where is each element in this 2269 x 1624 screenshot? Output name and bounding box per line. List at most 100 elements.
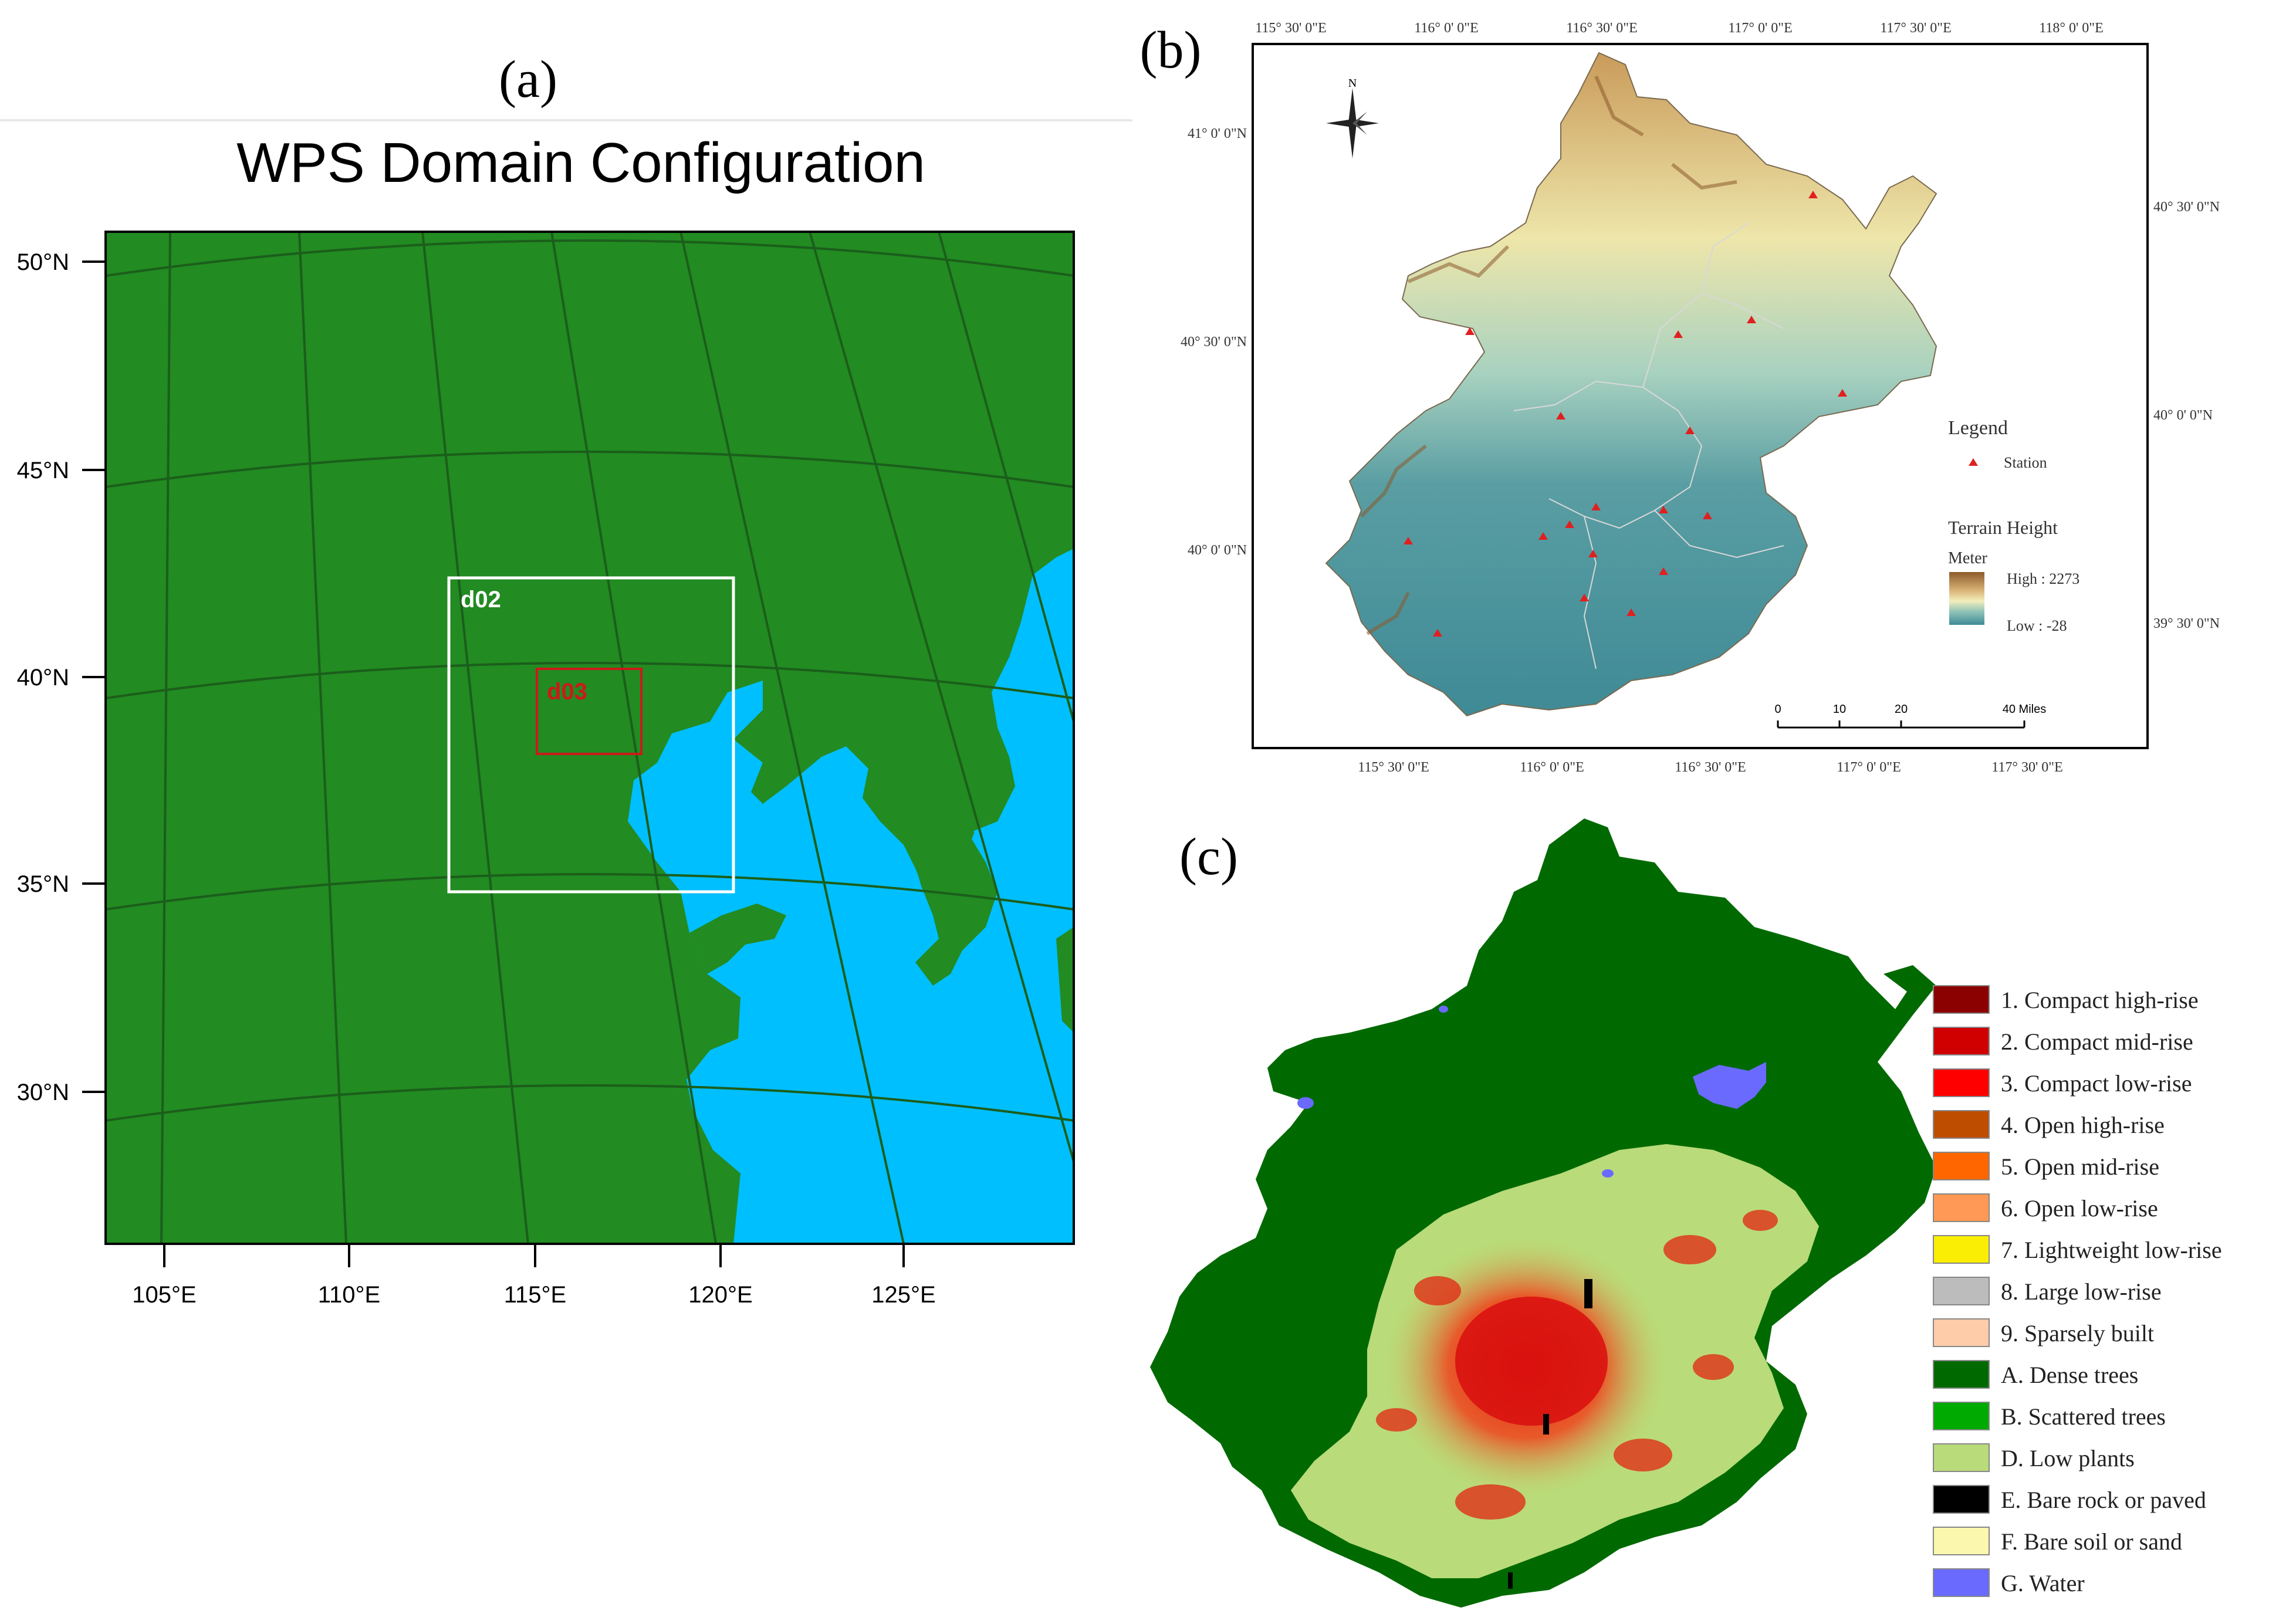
terrain-unit: Meter bbox=[1948, 549, 1988, 567]
station-legend-label: Station bbox=[2004, 454, 2047, 471]
lcz-label: 4. Open high-rise bbox=[2001, 1112, 2165, 1138]
station-marker bbox=[1556, 412, 1565, 419]
lcz-label: E. Bare rock or paved bbox=[2001, 1487, 2206, 1513]
lon-label: 110°E bbox=[318, 1282, 380, 1308]
station-marker bbox=[1703, 512, 1712, 519]
scale-tick: 20 bbox=[1895, 703, 1908, 716]
lat-label: 41° 0' 0"N bbox=[1188, 126, 1247, 141]
lon-label: 115° 30' 0"E bbox=[1358, 760, 1429, 775]
terrain-low-label: Low : -28 bbox=[2007, 617, 2067, 634]
lcz-label: 7. Lightweight low-rise bbox=[2001, 1237, 2222, 1263]
ocean-area bbox=[628, 549, 1074, 1244]
panel-a-title: WPS Domain Configuration bbox=[236, 131, 925, 194]
lcz-swatch bbox=[1933, 1193, 1990, 1222]
lcz-legend: 1. Compact high-rise 2. Compact mid-rise… bbox=[1933, 985, 2222, 1597]
station-marker bbox=[1591, 503, 1601, 510]
station-marker bbox=[1465, 327, 1475, 335]
station-marker bbox=[1588, 550, 1598, 557]
lcz-label: 1. Compact high-rise bbox=[2001, 987, 2199, 1013]
lcz-swatch bbox=[1933, 1152, 1990, 1180]
lon-label: 117° 30' 0"E bbox=[1880, 21, 1952, 36]
terrain-high-label: High : 2273 bbox=[2007, 570, 2079, 587]
lcz-label: F. Bare soil or sand bbox=[2001, 1528, 2182, 1555]
beijing-terrain-map bbox=[1325, 52, 1937, 717]
top-lon-axis: 115° 30' 0"E 116° 0' 0"E 116° 30' 0"E 11… bbox=[1255, 21, 2104, 36]
station-marker bbox=[1673, 330, 1683, 338]
lat-label: 30°N bbox=[17, 1080, 69, 1105]
panel-a: (a) WPS Domain Configuration d02 bbox=[0, 50, 1132, 1308]
lcz-label: D. Low plants bbox=[2001, 1445, 2135, 1471]
lcz-legend-item: 6. Open low-rise bbox=[1933, 1193, 2158, 1222]
station-marker bbox=[1685, 427, 1695, 434]
lcz-label: 8. Large low-rise bbox=[2001, 1278, 2162, 1305]
panel-b-label: (b) bbox=[1140, 21, 1202, 79]
lcz-label: G. Water bbox=[2001, 1570, 2085, 1596]
lon-label: 117° 0' 0"E bbox=[1837, 760, 1901, 775]
lcz-swatch bbox=[1933, 1068, 1990, 1097]
lcz-legend-item: 3. Compact low-rise bbox=[1933, 1068, 2192, 1097]
lcz-label: B. Scattered trees bbox=[2001, 1403, 2166, 1430]
lcz-legend-item: 5. Open mid-rise bbox=[1933, 1152, 2159, 1180]
station-marker bbox=[1433, 629, 1442, 637]
panel-a-label: (a) bbox=[499, 50, 557, 109]
lat-label: 40° 30' 0"N bbox=[2153, 199, 2220, 215]
scale-tick: 0 bbox=[1774, 703, 1781, 716]
lat-label: 39° 30' 0"N bbox=[2153, 616, 2220, 631]
panel-b: (b) 115° 30' 0"E 116° 0' 0"E 116° 30' 0"… bbox=[1140, 21, 2220, 775]
lon-label: 116° 0' 0"E bbox=[1414, 21, 1479, 36]
lcz-water-reservoir bbox=[1693, 1062, 1766, 1109]
north-label: N bbox=[1348, 77, 1357, 90]
lcz-legend-item: D. Low plants bbox=[1933, 1443, 2135, 1472]
domain-d03-box bbox=[536, 668, 643, 755]
shandong-peninsula bbox=[689, 904, 786, 974]
right-lat-axis: 40° 30' 0"N 40° 0' 0"N 39° 30' 0"N bbox=[2153, 199, 2220, 631]
station-marker bbox=[1626, 608, 1636, 616]
bottom-lon-axis: 115° 30' 0"E 116° 0' 0"E 116° 30' 0"E 11… bbox=[1358, 760, 2063, 775]
domain-d03-label: d03 bbox=[547, 679, 587, 705]
lcz-swatch bbox=[1933, 985, 1990, 1014]
lcz-legend-item: B. Scattered trees bbox=[1933, 1402, 2166, 1430]
district-boundaries bbox=[1513, 222, 1784, 669]
lcz-swatch bbox=[1933, 1485, 1990, 1514]
north-arrow-icon: N bbox=[1326, 77, 1379, 158]
map-frame bbox=[104, 231, 1075, 1245]
lon-label: 116° 30' 0"E bbox=[1675, 760, 1746, 775]
panel-c-label: (c) bbox=[1179, 828, 1238, 886]
lcz-swatch bbox=[1933, 1443, 1990, 1472]
panel-b-legend: Legend Station Terrain Height Meter High… bbox=[1948, 417, 2079, 634]
lcz-swatch bbox=[1933, 1402, 1990, 1430]
lcz-swatch bbox=[1933, 1235, 1990, 1264]
lcz-label: 5. Open mid-rise bbox=[2001, 1153, 2159, 1180]
lon-label: 120°E bbox=[688, 1282, 752, 1308]
station-marker bbox=[1580, 594, 1589, 601]
korea-peninsula bbox=[821, 710, 974, 898]
lon-ticks bbox=[163, 1244, 905, 1267]
lon-axis: 105°E 110°E 115°E 120°E 125°E bbox=[132, 1282, 935, 1308]
lon-label: 118° 0' 0"E bbox=[2039, 21, 2104, 36]
lcz-legend-item: 2. Compact mid-rise bbox=[1933, 1027, 2193, 1055]
lon-label: 117° 30' 0"E bbox=[1991, 760, 2063, 775]
station-marker bbox=[1404, 537, 1413, 544]
lon-label: 115°E bbox=[504, 1282, 566, 1308]
lcz-label: 2. Compact mid-rise bbox=[2001, 1028, 2193, 1055]
lcz-urban-center bbox=[1455, 1297, 1608, 1426]
lcz-swatch bbox=[1933, 1318, 1990, 1347]
lcz-swatch bbox=[1933, 1027, 1990, 1055]
lcz-swatch bbox=[1933, 1568, 1990, 1597]
station-markers bbox=[1404, 191, 1847, 637]
scale-bar: 0 10 20 40 Miles bbox=[1774, 703, 2046, 729]
lcz-urban-patches bbox=[1376, 1210, 1778, 1520]
station-marker bbox=[1565, 520, 1574, 528]
lcz-legend-item: G. Water bbox=[1933, 1568, 2085, 1597]
lon-label: 116° 30' 0"E bbox=[1566, 21, 1638, 36]
lcz-swatch bbox=[1933, 1527, 1990, 1555]
scale-tick: 10 bbox=[1833, 703, 1846, 716]
lcz-swatch bbox=[1933, 1277, 1990, 1305]
station-legend-icon bbox=[1969, 458, 1978, 466]
lat-label: 40°N bbox=[17, 665, 69, 691]
lat-label: 35°N bbox=[17, 871, 69, 897]
lon-label: 117° 0' 0"E bbox=[1728, 21, 1793, 36]
terrain-color-ramp bbox=[1949, 572, 1984, 625]
left-lat-axis: 41° 0' 0"N 40° 30' 0"N 40° 0' 0"N bbox=[1181, 126, 1247, 558]
station-marker bbox=[1747, 316, 1756, 323]
